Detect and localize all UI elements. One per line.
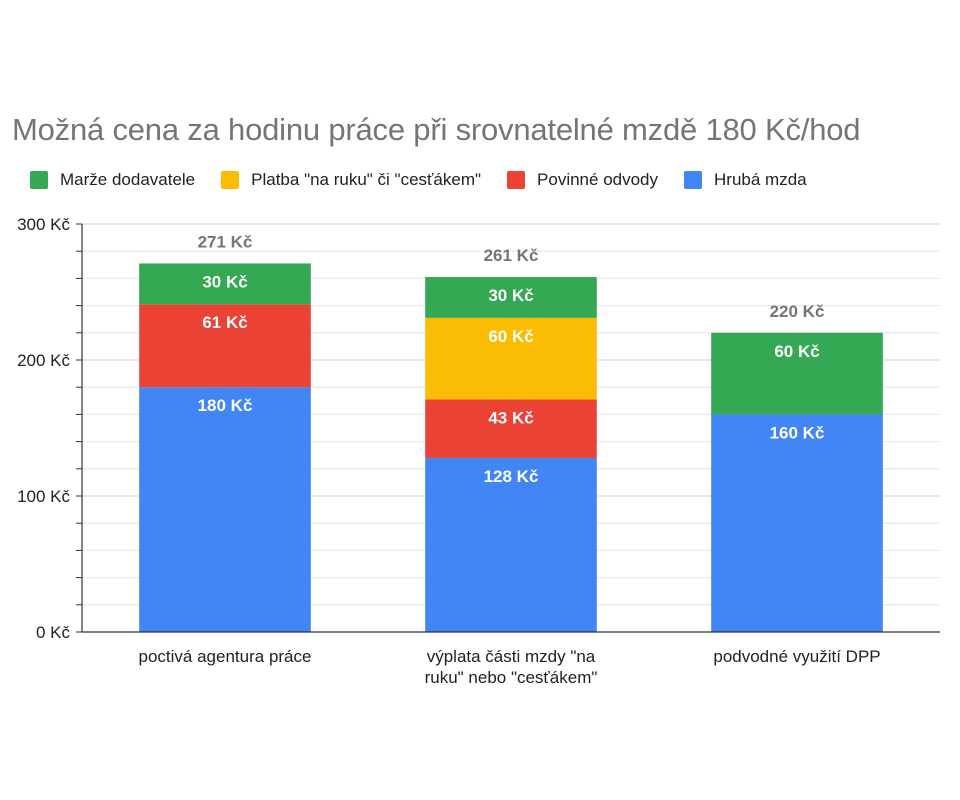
x-category-label: výplata části mzdy "na [427, 647, 596, 666]
legend-swatch-platba [221, 171, 240, 189]
bar-segment [425, 457, 597, 632]
segment-value-label: 61 Kč [202, 313, 247, 332]
bar-segment [711, 414, 883, 632]
legend-item-marze: Marže dodavatele [30, 170, 195, 190]
segment-value-label: 30 Kč [488, 286, 533, 305]
bar-segment [425, 277, 597, 318]
legend-swatch-odvody [507, 171, 526, 189]
legend: Marže dodavatele Platba "na ruku" či "ce… [30, 170, 833, 190]
legend-label-marze: Marže dodavatele [60, 170, 196, 189]
bar-segment [139, 304, 311, 388]
x-category-label: poctivá agentura práce [139, 647, 312, 666]
total-value-label: 220 Kč [770, 302, 825, 321]
legend-item-odvody: Povinné odvody [507, 170, 658, 190]
legend-item-hruba-mzda: Hrubá mzda [684, 170, 807, 190]
bar-segment [425, 399, 597, 458]
segment-value-label: 180 Kč [198, 396, 253, 415]
bar-segment [139, 263, 311, 305]
total-value-label: 261 Kč [484, 246, 539, 265]
segment-value-label: 60 Kč [488, 327, 533, 346]
legend-label-odvody: Povinné odvody [537, 170, 659, 189]
y-tick-label: 100 Kč [17, 487, 70, 506]
segment-value-label: 43 Kč [488, 408, 533, 427]
legend-label-hruba-mzda: Hrubá mzda [714, 170, 807, 189]
y-tick-label: 300 Kč [17, 215, 70, 234]
segment-value-label: 160 Kč [770, 423, 825, 442]
bar-segment [425, 317, 597, 400]
segment-value-label: 128 Kč [484, 467, 539, 486]
legend-label-platba: Platba "na ruku" či "cesťákem" [251, 170, 482, 189]
x-category-label: ruku" nebo "cesťákem" [425, 668, 598, 687]
legend-swatch-hruba-mzda [684, 171, 703, 189]
total-value-label: 271 Kč [198, 232, 253, 251]
bar-segment [711, 332, 883, 415]
y-tick-label: 200 Kč [17, 351, 70, 370]
bar-segment [139, 387, 311, 632]
x-category-label: podvodné využití DPP [713, 647, 880, 666]
legend-swatch-marze [30, 171, 48, 189]
segment-value-label: 30 Kč [202, 272, 247, 291]
y-tick-label: 0 Kč [36, 623, 71, 642]
segment-value-label: 60 Kč [774, 342, 819, 361]
chart-title: Možná cena za hodinu práce při srovnatel… [12, 112, 861, 147]
legend-item-platba: Platba "na ruku" či "cesťákem" [221, 170, 481, 190]
